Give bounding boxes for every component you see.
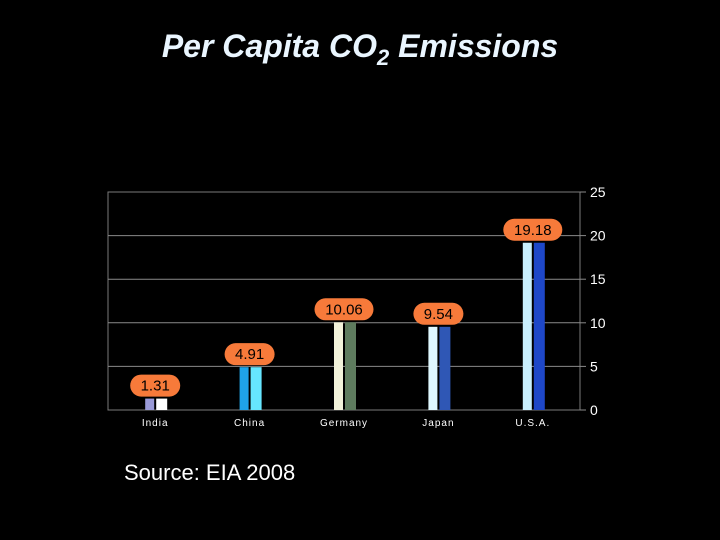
bar-japan-front [428, 326, 438, 410]
data-label: 1.31 [141, 378, 170, 395]
chart-title-main: Per Capita CO [161, 28, 377, 64]
y-tick-label: 5 [590, 358, 598, 374]
bar-china-back [250, 367, 262, 410]
bar-germany-back [345, 322, 356, 410]
x-tick-label: China [234, 418, 265, 429]
x-tick-label: Japan [422, 418, 454, 429]
bar-usa-back [533, 242, 545, 410]
data-label-bubble [413, 302, 464, 325]
chart-title-rest: Emissions [389, 28, 559, 64]
data-label-bubble [503, 218, 563, 241]
data-label-bubble [130, 374, 181, 397]
data-label-bubble [224, 343, 275, 366]
x-tick-label: U.S.A. [515, 418, 550, 429]
chart-title: Per Capita CO2 Emissions [0, 28, 720, 71]
y-tick-label: 0 [590, 402, 598, 418]
data-label-bubble [314, 298, 374, 321]
x-tick-label: India [142, 418, 169, 429]
y-tick-label: 20 [590, 228, 606, 244]
bar-india-back [156, 398, 168, 410]
bar-china-front [239, 367, 249, 410]
data-label: 10.06 [325, 301, 363, 318]
bar-germany-front [334, 322, 343, 410]
bar-usa-front [522, 242, 532, 410]
bar-japan-back [439, 326, 451, 410]
data-label: 9.54 [424, 306, 453, 323]
data-label: 4.91 [235, 346, 264, 363]
data-label: 19.18 [514, 222, 552, 239]
bar-india-front [145, 398, 155, 410]
source-note: Source: EIA 2008 [124, 460, 296, 485]
chart-title-subscript: 2 [376, 45, 390, 70]
y-tick-label: 10 [590, 315, 606, 331]
x-tick-label: Germany [320, 418, 368, 429]
y-tick-label: 15 [590, 271, 606, 287]
y-tick-label: 25 [590, 184, 606, 200]
